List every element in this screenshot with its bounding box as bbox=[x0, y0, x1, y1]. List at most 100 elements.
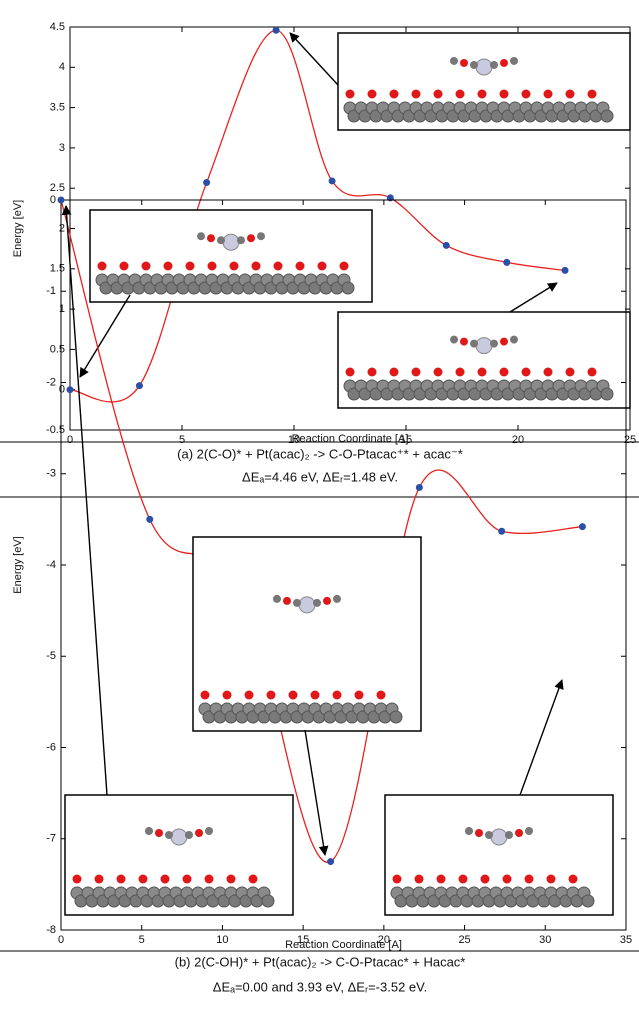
atom bbox=[490, 828, 508, 846]
atom bbox=[313, 598, 321, 607]
atom bbox=[460, 337, 468, 346]
atom bbox=[332, 690, 342, 700]
atom bbox=[222, 233, 240, 251]
atom bbox=[170, 828, 188, 846]
atom bbox=[389, 710, 403, 724]
atom bbox=[505, 831, 513, 839]
y-tick-label: 4 bbox=[59, 61, 65, 73]
y-tick-label: -7 bbox=[46, 833, 56, 845]
atom bbox=[145, 827, 153, 835]
data-point bbox=[503, 258, 511, 266]
atom bbox=[333, 594, 341, 603]
atom bbox=[237, 236, 245, 245]
x-tick-label: 5 bbox=[139, 934, 145, 946]
inset-image bbox=[384, 794, 614, 916]
atom bbox=[581, 894, 595, 908]
y-tick-label: -2 bbox=[46, 376, 56, 388]
atom bbox=[500, 337, 508, 346]
x-tick-label: 5 bbox=[179, 434, 185, 446]
y-tick-label: 4.5 bbox=[50, 21, 65, 33]
atom bbox=[207, 234, 215, 243]
atom bbox=[345, 367, 355, 377]
arrow bbox=[509, 282, 558, 313]
atom bbox=[510, 335, 518, 344]
data-point bbox=[327, 858, 335, 866]
y-tick-label: 3 bbox=[59, 142, 65, 154]
x-tick-label: 20 bbox=[512, 434, 524, 446]
arrow bbox=[79, 294, 131, 378]
inset-image bbox=[337, 32, 631, 131]
x-tick-label: 10 bbox=[288, 434, 300, 446]
arrow bbox=[61, 205, 108, 796]
energy-curve bbox=[69, 29, 566, 403]
x-tick-label: 25 bbox=[624, 434, 636, 446]
atom bbox=[477, 89, 487, 99]
y-tick-label: -6 bbox=[46, 741, 56, 753]
y-tick-label: 2 bbox=[59, 222, 65, 234]
y-axis-label: Energy [eV] bbox=[12, 200, 24, 257]
caption: (a) 2(C-O)* + Pt(acac)₂ -> C-O-Ptacac⁺* … bbox=[177, 446, 463, 461]
atom bbox=[197, 232, 205, 241]
y-tick-label: 1.5 bbox=[50, 263, 65, 275]
y-tick-label: -4 bbox=[46, 559, 56, 571]
atom bbox=[345, 89, 355, 99]
atom bbox=[480, 874, 490, 884]
atom bbox=[367, 367, 377, 377]
atom bbox=[222, 690, 232, 700]
atom bbox=[376, 690, 386, 700]
atom bbox=[354, 690, 364, 700]
atom bbox=[97, 261, 107, 271]
atom bbox=[207, 261, 217, 271]
atom bbox=[204, 874, 214, 884]
atom bbox=[543, 367, 553, 377]
atom bbox=[261, 894, 275, 908]
atom bbox=[436, 874, 446, 884]
atom bbox=[499, 367, 509, 377]
atom bbox=[160, 874, 170, 884]
atom bbox=[155, 829, 163, 837]
data-point bbox=[498, 527, 506, 535]
atom bbox=[288, 690, 298, 700]
atom bbox=[455, 89, 465, 99]
atom bbox=[298, 596, 316, 614]
atom bbox=[182, 874, 192, 884]
atom bbox=[317, 261, 327, 271]
x-tick-label: 30 bbox=[539, 934, 551, 946]
atom bbox=[367, 89, 377, 99]
y-tick-label: -8 bbox=[46, 924, 56, 936]
atom bbox=[411, 367, 421, 377]
atom bbox=[565, 89, 575, 99]
x-tick-label: 15 bbox=[297, 934, 309, 946]
atom bbox=[568, 874, 578, 884]
atom bbox=[293, 598, 301, 607]
atom bbox=[500, 58, 508, 67]
atom bbox=[458, 874, 468, 884]
y-tick-label: 0 bbox=[50, 194, 56, 206]
data-point bbox=[328, 177, 336, 185]
atom bbox=[141, 261, 151, 271]
y-tick-label: -5 bbox=[46, 650, 56, 662]
x-tick-label: 0 bbox=[67, 434, 73, 446]
atom bbox=[310, 690, 320, 700]
atom bbox=[477, 367, 487, 377]
atom bbox=[273, 261, 283, 271]
inset-image bbox=[192, 536, 422, 732]
x-tick-label: 25 bbox=[458, 934, 470, 946]
caption: ΔEₐ=4.46 eV, ΔEᵣ=1.48 eV. bbox=[242, 469, 398, 484]
data-point bbox=[57, 196, 65, 204]
atom bbox=[499, 89, 509, 99]
atom bbox=[244, 690, 254, 700]
atom bbox=[248, 874, 258, 884]
caption: (b) 2(C-OH)* + Pt(acac)₂ -> C-O-Ptacac* … bbox=[175, 954, 466, 969]
x-tick-label: 20 bbox=[378, 934, 390, 946]
atom bbox=[257, 232, 265, 241]
atom bbox=[465, 827, 473, 835]
atom bbox=[217, 236, 225, 245]
data-point bbox=[203, 179, 211, 187]
atom bbox=[470, 60, 478, 69]
atom bbox=[165, 831, 173, 839]
atom bbox=[273, 594, 281, 603]
x-axis-label: Reaction Coordinate [A] bbox=[285, 939, 402, 951]
atom bbox=[205, 827, 213, 835]
